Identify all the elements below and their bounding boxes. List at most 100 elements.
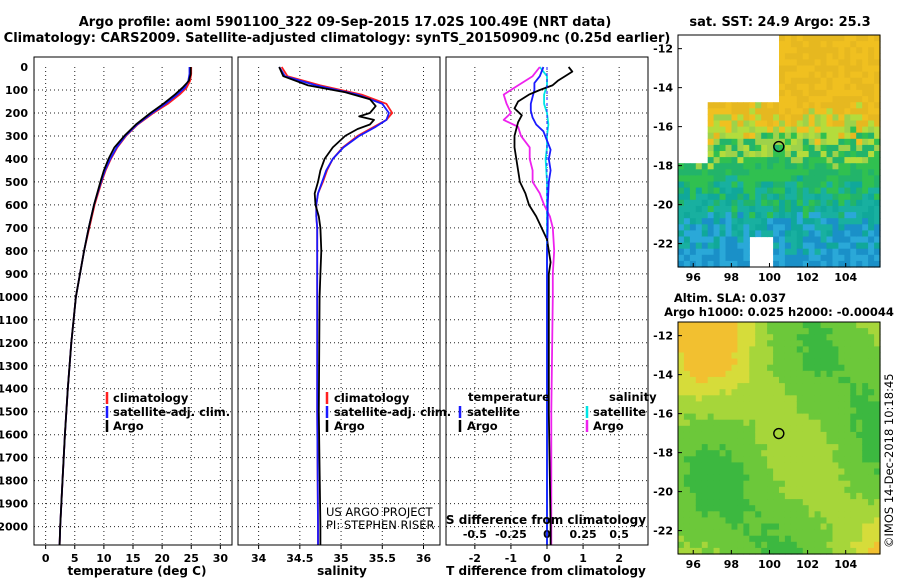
- sla-map-cell: [713, 547, 721, 555]
- sst-map-cell: [796, 205, 804, 213]
- sst-map-cell: [874, 224, 881, 231]
- sla-map-cell: [826, 395, 833, 402]
- sla-map-cell: [796, 462, 804, 470]
- sst-map-cell: [755, 230, 762, 238]
- sla-map-cell: [850, 322, 857, 329]
- sla-map-cell: [701, 352, 709, 360]
- sst-map-cell: [838, 230, 845, 238]
- sst-map-cell: [719, 193, 727, 201]
- sst-map-cell: [678, 169, 685, 176]
- sla-map-cell: [796, 383, 804, 390]
- sla-map-cell: [689, 383, 697, 390]
- sst-map-cell: [802, 102, 810, 109]
- sst-map-cell: [784, 47, 792, 54]
- sla-map-cell: [844, 456, 851, 463]
- sst-map-cell: [731, 144, 738, 152]
- sst-map-cell: [802, 163, 810, 170]
- sla-map-cell: [701, 376, 709, 384]
- sla-map-cell: [784, 517, 792, 525]
- sla-map-cell: [814, 499, 822, 506]
- sst-map-cell: [838, 218, 845, 225]
- sla-map-cell: [725, 511, 732, 518]
- sla-map-cell: [838, 370, 845, 378]
- sla-map-cell: [737, 383, 744, 390]
- sla-map-cell: [695, 401, 703, 409]
- sst-map-cell: [814, 89, 822, 97]
- sla-map-cell: [683, 486, 691, 494]
- sla-map-cell: [683, 444, 691, 451]
- sla-map-cell: [784, 450, 792, 457]
- sla-map-cell: [844, 383, 851, 390]
- sla-map-cell: [826, 431, 833, 439]
- sla-map-cell: [826, 456, 833, 463]
- sla-map-cell: [713, 425, 721, 433]
- sla-map-cell: [731, 364, 738, 372]
- sla-map-cell: [719, 383, 727, 390]
- sla-map-cell: [868, 401, 875, 409]
- sst-map-cell: [850, 59, 857, 67]
- sst-map-cell: [838, 254, 845, 262]
- sst-map-cell: [713, 108, 721, 115]
- y-tick-label: 900: [5, 268, 28, 281]
- sst-map-cell: [814, 260, 822, 268]
- sst-map-cell: [868, 71, 875, 79]
- sla-map-cell: [761, 541, 768, 549]
- sst-map-cell: [725, 151, 732, 158]
- sst-map-cell: [832, 254, 839, 262]
- sla-map-cell: [689, 352, 697, 360]
- sla-map-cell: [820, 517, 828, 525]
- sla-map-cell: [761, 535, 768, 543]
- sla-map-cell: [701, 438, 709, 445]
- sst-map-cell: [844, 89, 851, 97]
- sla-map-cell: [868, 346, 875, 354]
- sla-map-cell: [826, 334, 833, 341]
- sst-map-cell: [820, 230, 828, 238]
- sst-map-cell: [773, 144, 780, 152]
- sst-map-cell: [814, 59, 822, 67]
- sla-map-cell: [707, 340, 715, 347]
- sst-map-cell: [874, 132, 881, 140]
- sla-map-cell: [844, 535, 851, 543]
- sla-map-cell: [850, 499, 857, 506]
- sst-map-cell: [779, 248, 786, 256]
- sla-map-cell: [779, 328, 786, 335]
- sla-map-cell: [761, 431, 768, 439]
- sst-map-cell: [796, 187, 804, 195]
- sla-map-cell: [820, 431, 828, 439]
- sst-map-cell: [814, 120, 822, 128]
- sst-map-cell: [755, 205, 762, 213]
- sst-map-cell: [719, 187, 727, 195]
- sst-map-cell: [773, 181, 780, 189]
- sla-map-cell: [874, 334, 881, 341]
- sla-map-cell: [731, 505, 738, 512]
- sla-map-cell: [790, 517, 798, 525]
- sla-map-cell: [695, 456, 703, 463]
- sla-map-cell: [743, 352, 750, 360]
- sla-map-cell: [755, 438, 762, 445]
- sst-map-cell: [808, 138, 816, 146]
- sst-map-cell: [784, 181, 792, 189]
- sla-map-cell: [779, 450, 786, 457]
- sst-map-cell: [707, 230, 715, 238]
- sla-map-cell: [790, 431, 798, 439]
- sla-map-cell: [761, 425, 768, 433]
- sla-map-cell: [749, 407, 756, 415]
- sst-map-cell: [796, 193, 804, 201]
- sst-map-cell: [761, 163, 768, 170]
- sla-map-cell: [832, 425, 839, 433]
- sst-map-cell: [850, 138, 857, 146]
- sst-map-cell: [779, 132, 786, 140]
- sla-map-cell: [683, 480, 691, 488]
- sst-map-cell: [755, 169, 762, 176]
- sla-map-cell: [808, 358, 816, 366]
- sla-map-cell: [802, 322, 810, 329]
- sst-map-cell: [874, 83, 881, 91]
- sla-map-cell: [761, 352, 768, 360]
- sla-map-cell: [719, 395, 727, 402]
- sst-map-cell: [862, 65, 869, 73]
- sla-map-cell: [862, 438, 869, 445]
- sst-map-cell: [814, 205, 822, 213]
- sst-map-cell: [862, 248, 869, 256]
- y-tick-label: 1300: [0, 360, 28, 373]
- sla-map-cell: [844, 523, 851, 531]
